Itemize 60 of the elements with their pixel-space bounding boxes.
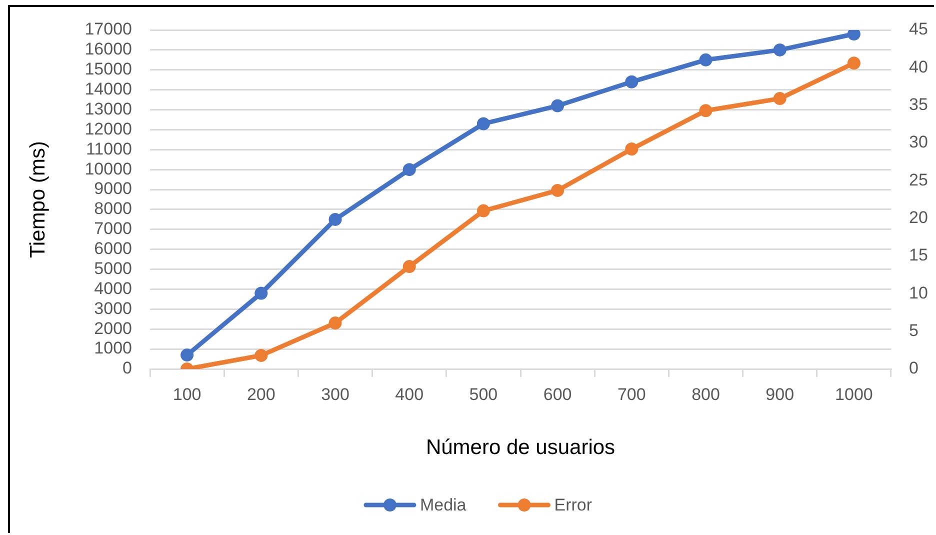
y2-tick-label: 25 xyxy=(909,170,928,190)
point xyxy=(551,184,564,197)
y-tick-label: 1000 xyxy=(94,338,132,358)
point xyxy=(773,43,786,56)
point xyxy=(328,212,342,226)
point xyxy=(402,260,416,274)
point xyxy=(402,163,416,176)
point xyxy=(847,56,860,70)
x-tick-label: 100 xyxy=(172,384,202,404)
y2-tick-label: 15 xyxy=(909,246,928,265)
y2-tick-label: 10 xyxy=(909,283,928,302)
y-tick-label: 7000 xyxy=(94,219,132,238)
y2-tick-label: 45 xyxy=(909,20,928,39)
y-tick-label: 4000 xyxy=(94,278,132,298)
y2-tick-label: 35 xyxy=(909,95,928,114)
point xyxy=(476,117,490,130)
x-tick-label: 200 xyxy=(246,384,276,404)
legend-label: Media xyxy=(420,496,467,515)
x-tick-label: 700 xyxy=(617,384,646,404)
y2-tick-label: 20 xyxy=(909,208,928,228)
point xyxy=(699,104,712,118)
x-tick-label: 400 xyxy=(395,384,424,404)
x-tick-label: 1000 xyxy=(835,384,873,404)
legend-label: Error xyxy=(554,496,592,515)
y-tick-label: 10000 xyxy=(84,159,132,178)
y2-tick-label: 5 xyxy=(909,321,918,340)
y2-tick-label: 30 xyxy=(909,132,928,152)
y-tick-label: 16000 xyxy=(84,40,132,59)
y-axis-title: Tiempo (ms) xyxy=(26,140,50,258)
y-tick-label: 0 xyxy=(122,358,132,378)
point xyxy=(180,348,194,362)
y-tick-label: 12000 xyxy=(84,119,132,138)
point xyxy=(254,348,268,362)
y-tick-label: 5000 xyxy=(94,258,132,278)
y-tick-label: 13000 xyxy=(84,99,132,118)
y-tick-label: 3000 xyxy=(94,298,132,318)
y-tick-label: 15000 xyxy=(84,60,132,79)
x-tick-label: 600 xyxy=(543,384,572,404)
point xyxy=(551,99,564,112)
point xyxy=(699,53,712,66)
point xyxy=(773,92,786,106)
y2-tick-label: 0 xyxy=(909,358,918,378)
y2-tick-label: 40 xyxy=(909,57,928,76)
x-axis-title: Número de usuarios xyxy=(426,436,616,460)
point xyxy=(625,75,638,88)
y-tick-label: 11000 xyxy=(86,139,132,158)
y-tick-label: 2000 xyxy=(94,318,132,338)
x-tick-label: 500 xyxy=(469,384,498,404)
point xyxy=(625,142,638,156)
y-tick-label: 9000 xyxy=(94,179,132,198)
point xyxy=(476,204,490,218)
x-tick-label: 900 xyxy=(766,384,794,404)
y-tick-label: 8000 xyxy=(94,199,132,218)
x-tick-label: 800 xyxy=(692,384,720,404)
point xyxy=(254,286,268,300)
x-tick-label: 300 xyxy=(321,384,350,404)
y-tick-label: 17000 xyxy=(84,20,132,39)
point xyxy=(328,316,342,330)
y-tick-label: 6000 xyxy=(94,239,132,258)
y-tick-label: 14000 xyxy=(84,80,132,99)
